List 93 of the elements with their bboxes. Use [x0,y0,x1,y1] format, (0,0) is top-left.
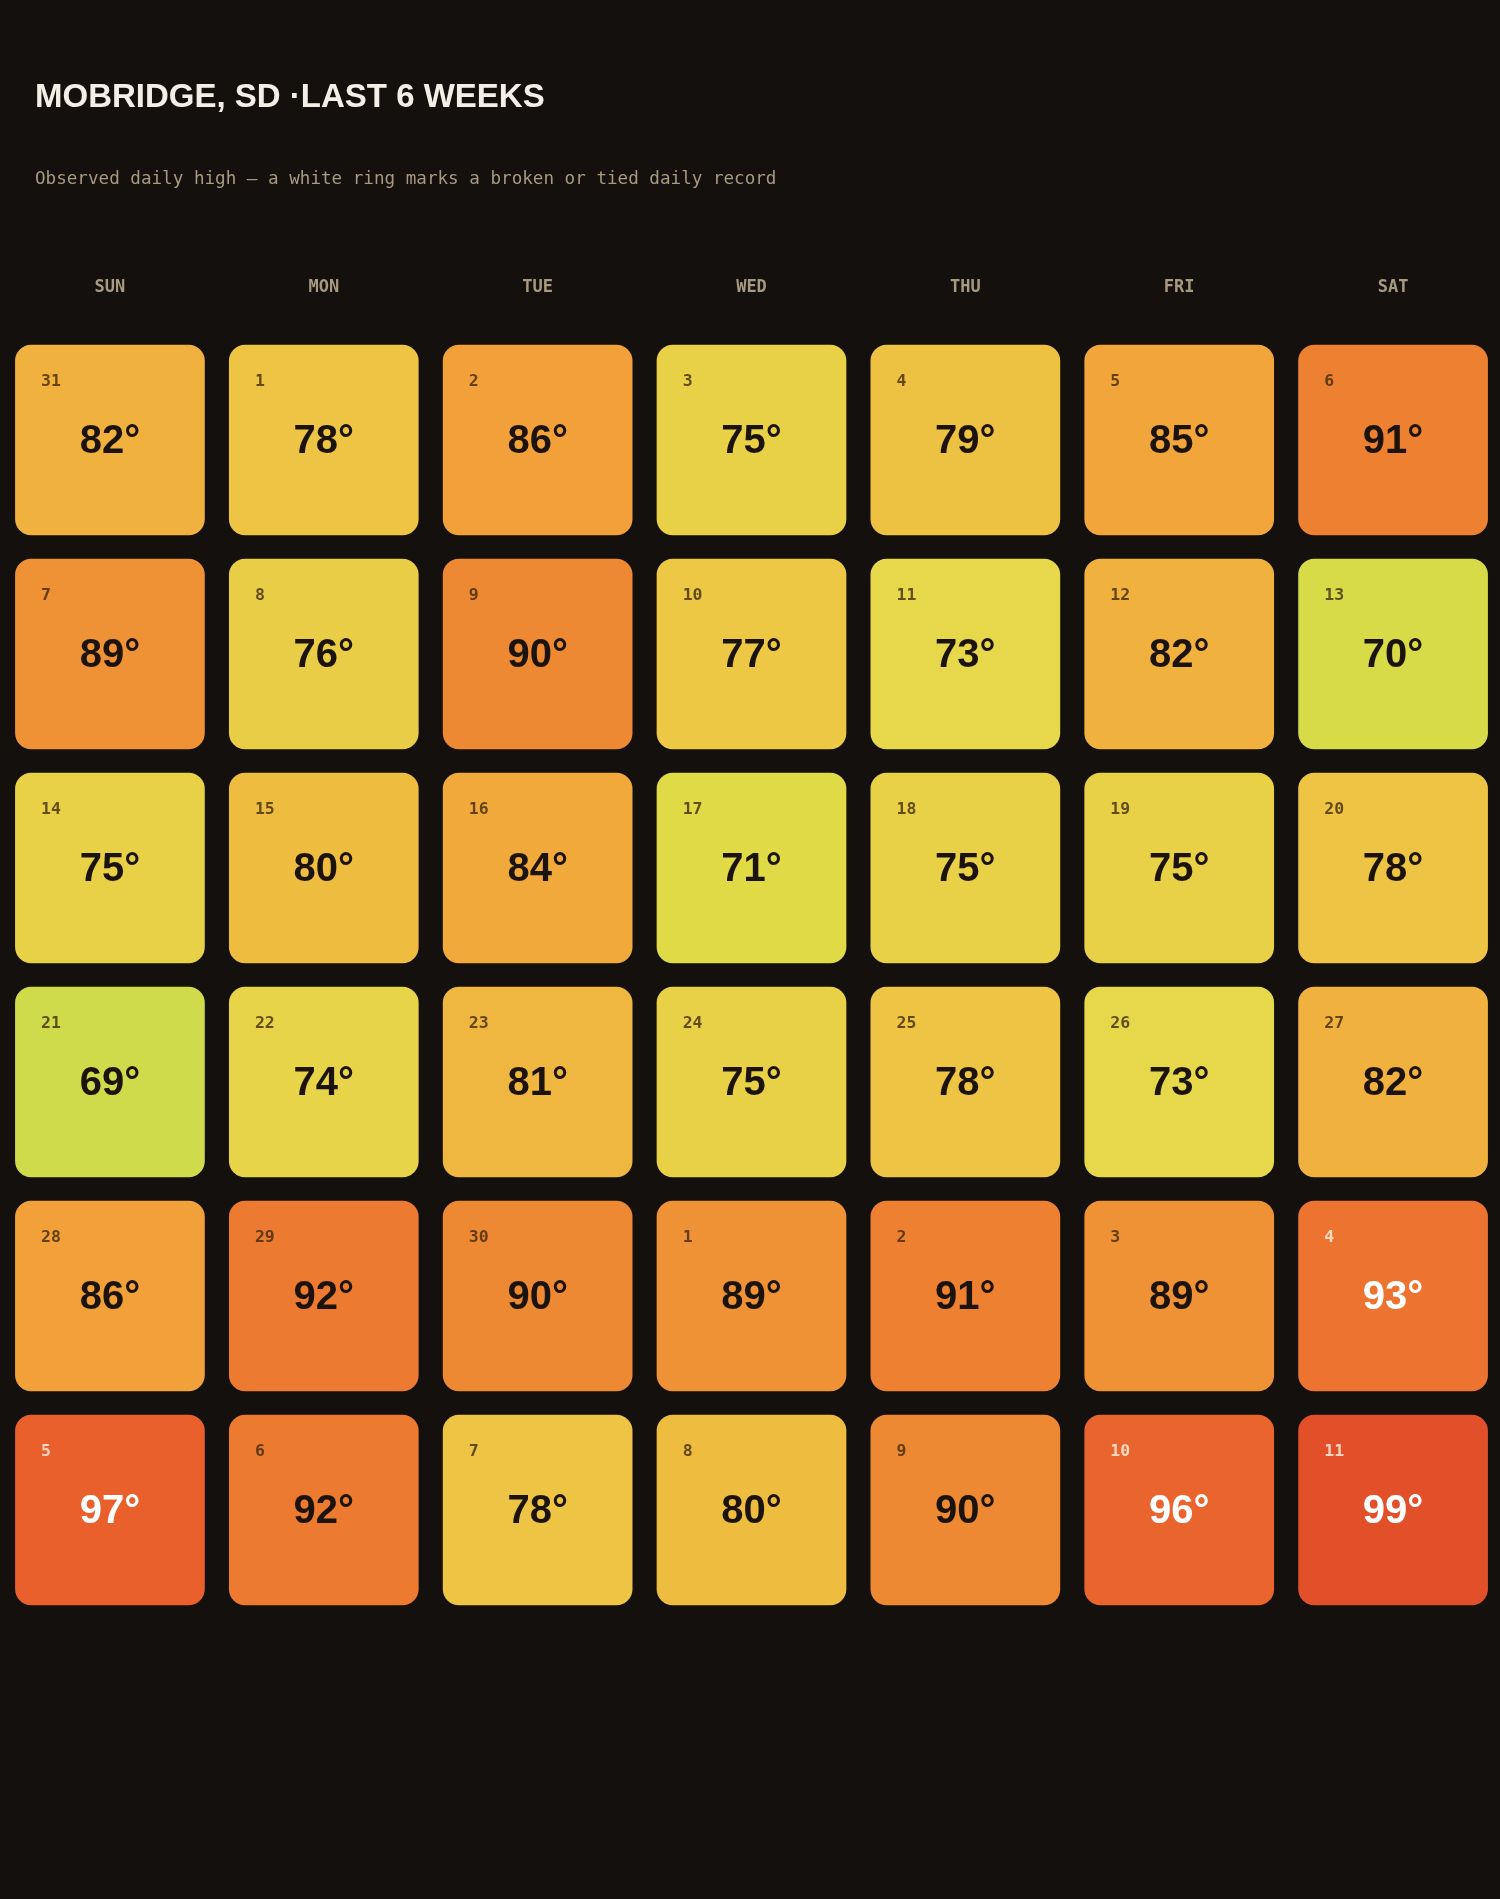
data-label: 80° [721,1487,782,1531]
data-label: 75° [1148,845,1210,889]
annotation: 10 [1110,1441,1131,1461]
data-label: 92° [293,1487,355,1531]
x-tick-label: TUE [522,275,553,296]
annotation: 4 [896,371,907,391]
data-label: 97° [79,1487,141,1531]
x-tick-label: THU [950,275,981,296]
annotation: 6 [1324,371,1335,391]
annotation: 11 [1324,1441,1345,1461]
data-label: 86° [507,417,568,461]
annotation: 11 [896,585,917,605]
annotation: 14 [41,799,62,819]
data-label: 80° [293,845,355,889]
data-label: 81° [507,1059,568,1103]
data-label: 90° [507,631,568,675]
data-label: 90° [507,1273,568,1317]
data-label: 96° [1148,1487,1210,1531]
annotation: 27 [1324,1013,1345,1033]
x-tick-label: SAT [1377,275,1409,296]
chart-subtitle: Observed daily high — a white ring marks a broken or tied daily record [35,168,777,188]
annotation: 13 [1324,585,1345,605]
data-label: 82° [1362,1059,1424,1103]
annotation: 17 [682,799,703,819]
data-label: 78° [1362,845,1424,889]
data-label: 73° [1148,1059,1210,1103]
annotation: 9 [468,585,479,605]
annotation: 30 [468,1227,489,1247]
data-label: 76° [293,631,355,675]
annotation: 12 [1110,585,1131,605]
annotation: 19 [1110,799,1131,819]
annotation: 9 [896,1441,907,1461]
data-label: 99° [1362,1487,1424,1531]
data-label: 75° [721,1059,782,1103]
annotation: 24 [682,1013,703,1033]
x-tick-label: WED [736,275,767,296]
data-label: 78° [507,1487,568,1531]
data-label: 70° [1362,631,1424,675]
annotation: 5 [1110,371,1121,391]
annotation: 23 [468,1013,489,1033]
annotation: 21 [41,1013,62,1033]
data-label: 89° [721,1273,782,1317]
annotation: 7 [41,585,52,605]
annotation: 6 [254,1441,265,1461]
data-label: 92° [293,1273,355,1317]
annotation: 29 [254,1227,275,1247]
data-label: 89° [1148,1273,1210,1317]
annotation: 15 [254,799,275,819]
x-tick-label: FRI [1163,275,1195,296]
chart-title: MOBRIDGE, SD ·LAST 6 WEEKS [35,77,545,114]
data-label: 75° [935,845,996,889]
data-label: 82° [79,417,141,461]
annotation: 5 [41,1441,52,1461]
data-label: 91° [1362,417,1424,461]
annotation: 28 [41,1227,61,1247]
data-label: 73° [935,631,996,675]
data-label: 82° [1148,631,1210,675]
x-tick-label: MON [308,275,340,296]
annotation: 25 [896,1013,917,1033]
x-tick-label: SUN [94,275,126,296]
annotation: 26 [1110,1013,1131,1033]
data-label: 90° [935,1487,996,1531]
annotation: 1 [254,371,265,391]
annotation: 7 [468,1441,479,1461]
data-label: 75° [721,417,782,461]
data-label: 75° [79,845,141,889]
data-label: 91° [935,1273,996,1317]
annotation: 1 [682,1227,693,1247]
annotation: 8 [682,1441,693,1461]
data-label: 78° [935,1059,996,1103]
annotation: 2 [896,1227,907,1247]
annotation: 18 [896,799,917,819]
annotation: 3 [682,371,693,391]
data-label: 78° [293,417,355,461]
data-label: 86° [79,1273,141,1317]
annotation: 16 [468,799,489,819]
annotation: 2 [468,371,479,391]
annotation: 10 [682,585,703,605]
annotation: 22 [254,1013,275,1033]
annotation: 8 [254,585,265,605]
data-label: 79° [935,417,996,461]
data-label: 74° [293,1059,355,1103]
data-label: 93° [1362,1273,1424,1317]
data-label: 71° [721,845,782,889]
data-label: 69° [79,1059,141,1103]
data-label: 89° [79,631,141,675]
annotation: 31 [41,371,62,391]
data-label: 85° [1148,417,1210,461]
annotation: 20 [1324,799,1345,819]
annotation: 3 [1110,1227,1121,1247]
data-label: 84° [507,845,568,889]
data-label: 77° [721,631,782,675]
annotation: 4 [1324,1227,1335,1247]
